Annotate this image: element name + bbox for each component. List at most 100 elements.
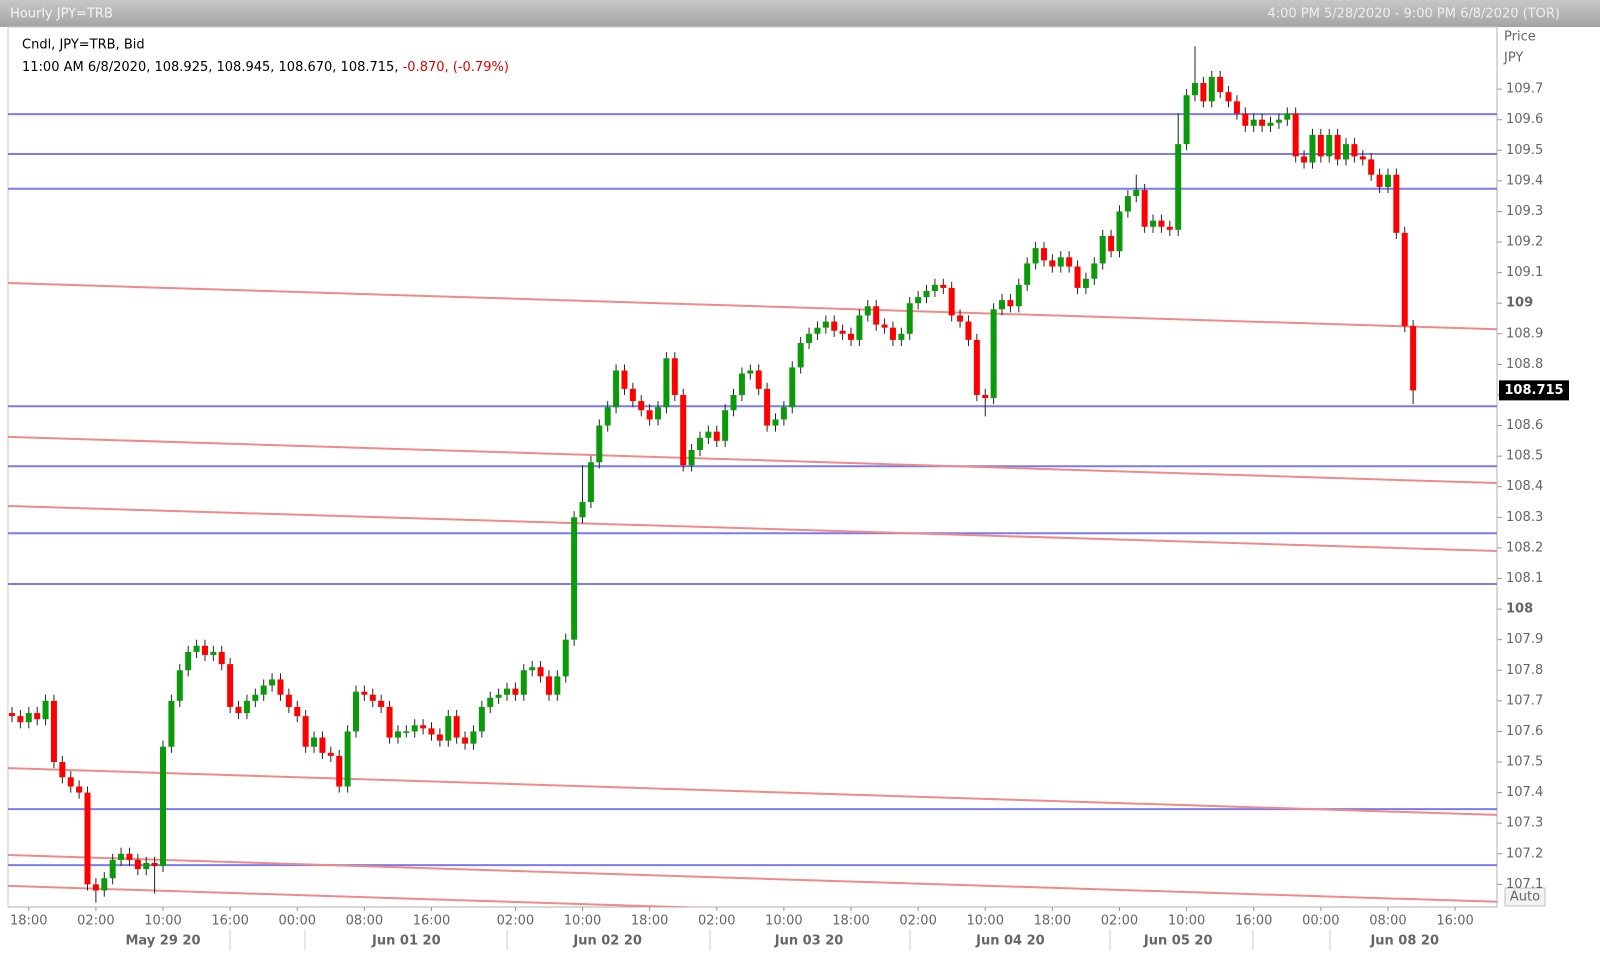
candle-body — [1267, 122, 1274, 126]
candle-body — [1049, 260, 1056, 267]
candle-body — [1108, 235, 1115, 252]
candle-body — [1259, 119, 1266, 126]
candle-body — [168, 700, 175, 747]
candle-body — [638, 401, 645, 411]
candle-body — [621, 370, 628, 389]
candle-body — [688, 450, 695, 466]
candle-body — [848, 333, 854, 340]
y-tick-label: 109.3 — [1506, 204, 1543, 219]
candle-body — [931, 284, 938, 291]
candle-body — [1225, 92, 1232, 102]
candle-body — [1141, 190, 1148, 227]
last-price-label: 108.715 — [1504, 383, 1563, 398]
candle-body — [764, 388, 771, 426]
candle-body — [730, 394, 737, 411]
x-tick-label: 18:00 — [1034, 914, 1071, 929]
candle-body — [285, 694, 292, 707]
candle-body — [25, 713, 32, 723]
candle-body — [806, 333, 813, 343]
candle-body — [1040, 248, 1047, 261]
candle-body — [1175, 144, 1182, 230]
candle-body — [1091, 263, 1098, 279]
candle-body — [386, 706, 393, 738]
candle-body — [881, 324, 888, 328]
candle-body — [42, 700, 49, 720]
candle-body — [1326, 134, 1333, 157]
candle-body — [462, 737, 469, 744]
candle-body — [839, 330, 846, 334]
x-tick-label: 16:00 — [1436, 914, 1473, 929]
candle-body — [1317, 134, 1324, 157]
candle-body — [1242, 113, 1249, 126]
candle-body — [193, 645, 200, 652]
candle-body — [596, 425, 603, 463]
x-tick-label: 02:00 — [698, 914, 735, 929]
candle-body — [1292, 113, 1299, 157]
candle-body — [143, 862, 150, 870]
candle-body — [76, 786, 83, 793]
x-tick-label: 16:00 — [1235, 914, 1272, 929]
candle-body — [453, 716, 460, 738]
candle-body — [646, 410, 653, 420]
candle-body — [1217, 76, 1224, 93]
candle-body — [1301, 156, 1308, 163]
candle-body — [713, 431, 720, 441]
candle-body — [1032, 248, 1039, 264]
candle-body — [814, 327, 821, 334]
candle-body — [50, 700, 57, 763]
plot-layer — [8, 46, 1497, 907]
candle-body — [327, 752, 334, 756]
candle-body — [537, 667, 544, 677]
candle-body — [780, 407, 787, 420]
header-bar — [0, 0, 1600, 27]
x-tick-label: 16:00 — [211, 914, 248, 929]
candle-body — [252, 694, 259, 701]
x-tick-label: 10:00 — [564, 914, 601, 929]
candle-body — [185, 651, 192, 671]
candle-body — [67, 777, 74, 787]
candle-body — [302, 716, 309, 747]
candle-body — [420, 725, 427, 729]
candle-body — [311, 737, 318, 747]
candle-body — [1191, 82, 1198, 96]
candle-body — [336, 755, 343, 787]
candle-body — [411, 725, 418, 732]
x-tick-label: 18:00 — [10, 914, 47, 929]
candle-body — [101, 878, 108, 891]
y-tick-label: 108.3 — [1506, 510, 1543, 525]
y-tick-label: 107.4 — [1506, 785, 1543, 800]
candle-body — [587, 462, 594, 503]
candle-body — [235, 706, 242, 714]
candle-body — [445, 716, 452, 741]
auto-button[interactable] — [1504, 887, 1546, 907]
auto-button-label[interactable]: Auto — [1510, 890, 1540, 905]
y-tick-label: 109.6 — [1506, 112, 1543, 127]
candle-body — [378, 700, 385, 707]
candle-body — [1368, 159, 1375, 175]
candle-body — [1124, 196, 1131, 212]
candle-body — [1150, 220, 1157, 227]
candle-body — [965, 321, 972, 340]
candle-body — [294, 706, 301, 717]
candle-body — [504, 688, 511, 695]
candle-body — [84, 792, 91, 885]
candle-body — [789, 367, 796, 408]
x-tick-label: 00:00 — [1302, 914, 1339, 929]
candle-body — [906, 303, 913, 334]
x-tick-label: 02:00 — [1101, 914, 1138, 929]
candle-body — [218, 651, 225, 665]
candle-body — [655, 407, 662, 420]
info-quote: 11:00 AM 6/8/2020, 108.925, 108.945, 108… — [22, 60, 509, 75]
candle-body — [361, 691, 368, 695]
candle-body — [1057, 257, 1064, 267]
candle-body — [982, 394, 989, 399]
y-tick-label: 107.6 — [1506, 724, 1543, 739]
y-tick-label: 109.1 — [1506, 265, 1543, 280]
y-tick-label: 107.5 — [1506, 755, 1543, 770]
candle-body — [520, 670, 527, 695]
y-tick-label: 109.2 — [1506, 235, 1543, 250]
info-quote-text: 11:00 AM 6/8/2020, 108.925, 108.945, 108… — [22, 60, 398, 75]
candle-body — [1384, 174, 1391, 187]
candle-body — [1401, 232, 1408, 327]
